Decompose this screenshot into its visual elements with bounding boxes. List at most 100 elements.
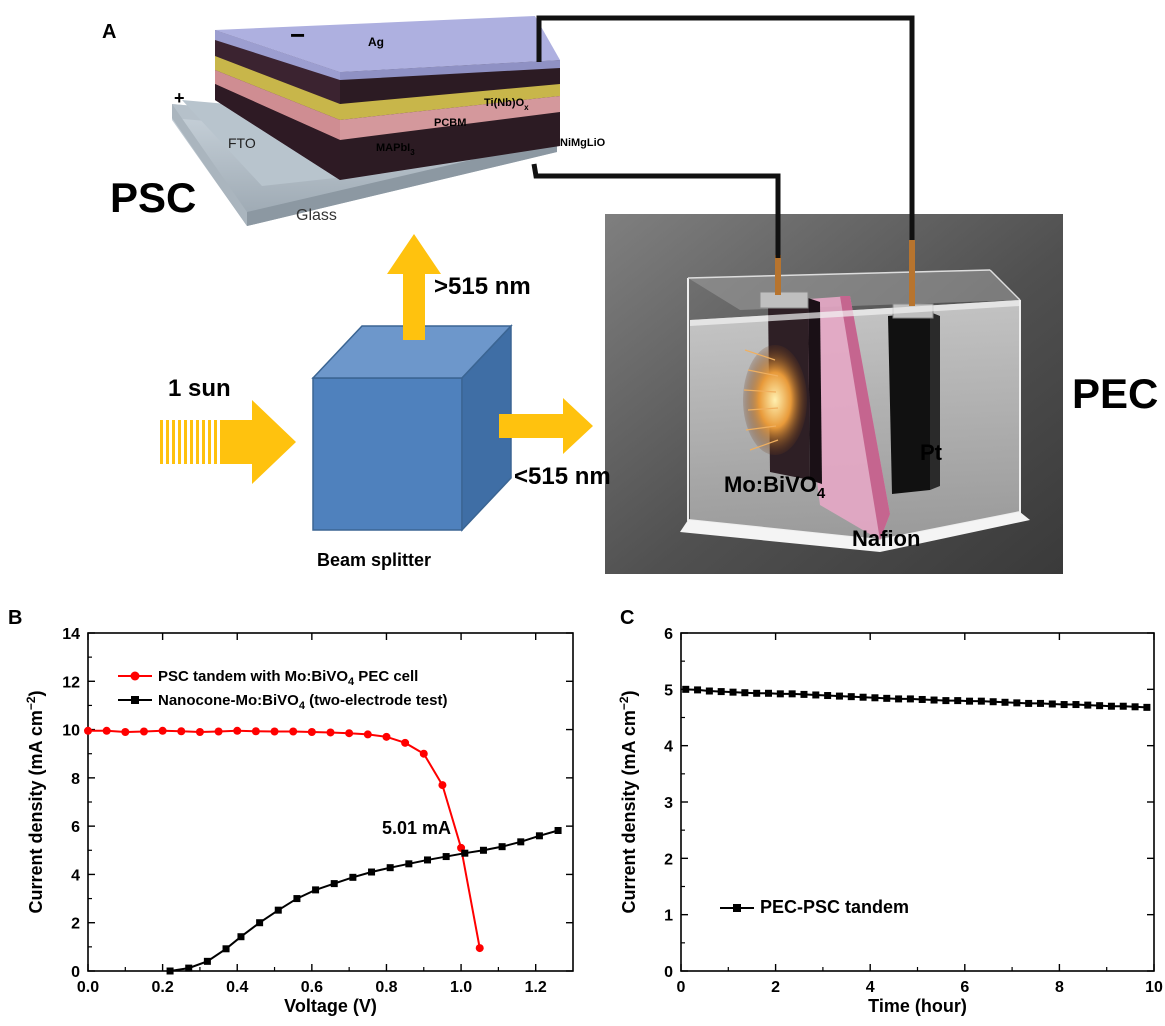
- y-tick-label: 0: [664, 964, 673, 981]
- data-point: [293, 895, 301, 903]
- data-point: [139, 727, 148, 736]
- data-point: [1096, 702, 1104, 710]
- pt-electrode: [888, 312, 930, 494]
- x-tick-label: 10: [1145, 979, 1163, 996]
- psc-device: [172, 16, 560, 226]
- data-point: [1072, 701, 1080, 709]
- y-tick-label: 12: [62, 674, 80, 691]
- data-point: [424, 856, 431, 864]
- series-0: [682, 685, 1151, 711]
- pt-label: Pt: [920, 440, 943, 465]
- beam-splitter-label: Beam splitter: [317, 550, 431, 570]
- data-point: [535, 832, 543, 840]
- data-point: [942, 697, 950, 705]
- ag-label: Ag: [368, 35, 384, 49]
- data-point: [753, 689, 761, 697]
- ag-top-layer: [215, 16, 560, 72]
- legend-marker: [131, 696, 139, 704]
- data-point: [1048, 700, 1056, 708]
- x-tick-label: 1.2: [525, 979, 547, 996]
- y-tick-label: 3: [664, 795, 673, 812]
- y-tick-label: 6: [664, 626, 673, 643]
- series-1: [166, 826, 562, 975]
- data-point: [776, 690, 784, 698]
- pec-cell: [605, 214, 1063, 574]
- mapbi-sub: 3: [410, 148, 415, 157]
- data-point: [717, 688, 725, 696]
- mobivo-label: Mo:BiVO: [724, 472, 817, 497]
- y-tick-label: 10: [62, 723, 80, 740]
- external-wires: [531, 15, 915, 258]
- x-tick-label: 0: [677, 979, 686, 996]
- data-point: [1119, 702, 1127, 710]
- data-point: [1084, 701, 1092, 709]
- data-point: [1143, 703, 1151, 711]
- data-point: [1107, 702, 1115, 710]
- data-point: [222, 945, 230, 953]
- data-point: [419, 749, 428, 758]
- data-point: [195, 727, 204, 736]
- data-point: [233, 726, 242, 735]
- data-point: [185, 964, 193, 972]
- data-point: [694, 686, 702, 694]
- data-point: [479, 846, 487, 854]
- x-tick-label: 0.6: [301, 979, 323, 996]
- y-tick-label: 8: [71, 771, 80, 788]
- data-point: [918, 695, 926, 703]
- legend-marker: [733, 904, 741, 912]
- data-point: [461, 849, 469, 857]
- data-point: [883, 694, 891, 702]
- legend-entry: PSC tandem with Mo:BiVO4 PEC cell: [158, 668, 418, 688]
- panel-a-letter: A: [102, 21, 116, 43]
- data-point: [906, 695, 914, 703]
- data-point: [84, 726, 92, 735]
- data-point: [177, 727, 186, 736]
- chart-b: 0.0 0.2 0.4 0.6 0.8 1.0 1.2 0 2 4 6 8 10 12 14 Voltage …: [24, 626, 574, 1016]
- data-point: [930, 696, 938, 704]
- x-tick-label: 0.2: [151, 979, 173, 996]
- data-point: [121, 727, 130, 736]
- y-tick-label: 1: [664, 908, 673, 925]
- panel-a: A − Ag + Ti(Nb)Ox PCBM: [102, 15, 1158, 574]
- data-point: [326, 728, 335, 737]
- data-point: [1060, 701, 1068, 709]
- annotation-label: 5.01 mA: [382, 818, 451, 838]
- svg-text:Ti(Nb)Ox: Ti(Nb)Ox: [484, 97, 529, 112]
- data-point: [765, 689, 773, 697]
- plus-sign: +: [174, 88, 185, 108]
- psc-label: PSC: [110, 174, 196, 221]
- glass-label: Glass: [296, 207, 337, 224]
- data-point: [498, 843, 506, 851]
- x-tick-label: 0.8: [375, 979, 397, 996]
- data-point: [847, 693, 855, 701]
- data-point: [1036, 699, 1044, 707]
- x-tick-label: 4: [866, 979, 875, 996]
- data-point: [812, 691, 820, 699]
- beam-splitter-cube: [311, 324, 513, 532]
- data-point: [256, 919, 264, 927]
- data-point: [729, 688, 737, 696]
- data-point: [214, 727, 223, 736]
- data-point: [517, 838, 525, 846]
- data-point: [368, 868, 376, 876]
- y-tick-label: 4: [664, 739, 673, 756]
- data-point: [954, 697, 962, 705]
- data-point: [1013, 699, 1021, 707]
- nafion-label: Nafion: [852, 526, 920, 551]
- data-point: [895, 695, 903, 703]
- data-point: [475, 944, 484, 953]
- data-point: [158, 726, 167, 735]
- data-point: [824, 692, 832, 700]
- data-point: [977, 697, 985, 705]
- data-point: [989, 698, 997, 706]
- right-label: <515 nm: [514, 463, 611, 490]
- wire-ag-pt: [536, 15, 915, 240]
- series-line: [685, 688, 1147, 709]
- data-point: [166, 967, 174, 975]
- wire-fto-mobivo: [531, 163, 781, 258]
- data-point: [345, 729, 354, 738]
- x-tick-label: 6: [960, 979, 969, 996]
- data-point: [682, 685, 690, 693]
- panel-b: B 0.0 0.2 0.4 0.6 0.8 1.0 1.2 0 2 4 6 8 10 12 14 Voltag…: [8, 607, 574, 1016]
